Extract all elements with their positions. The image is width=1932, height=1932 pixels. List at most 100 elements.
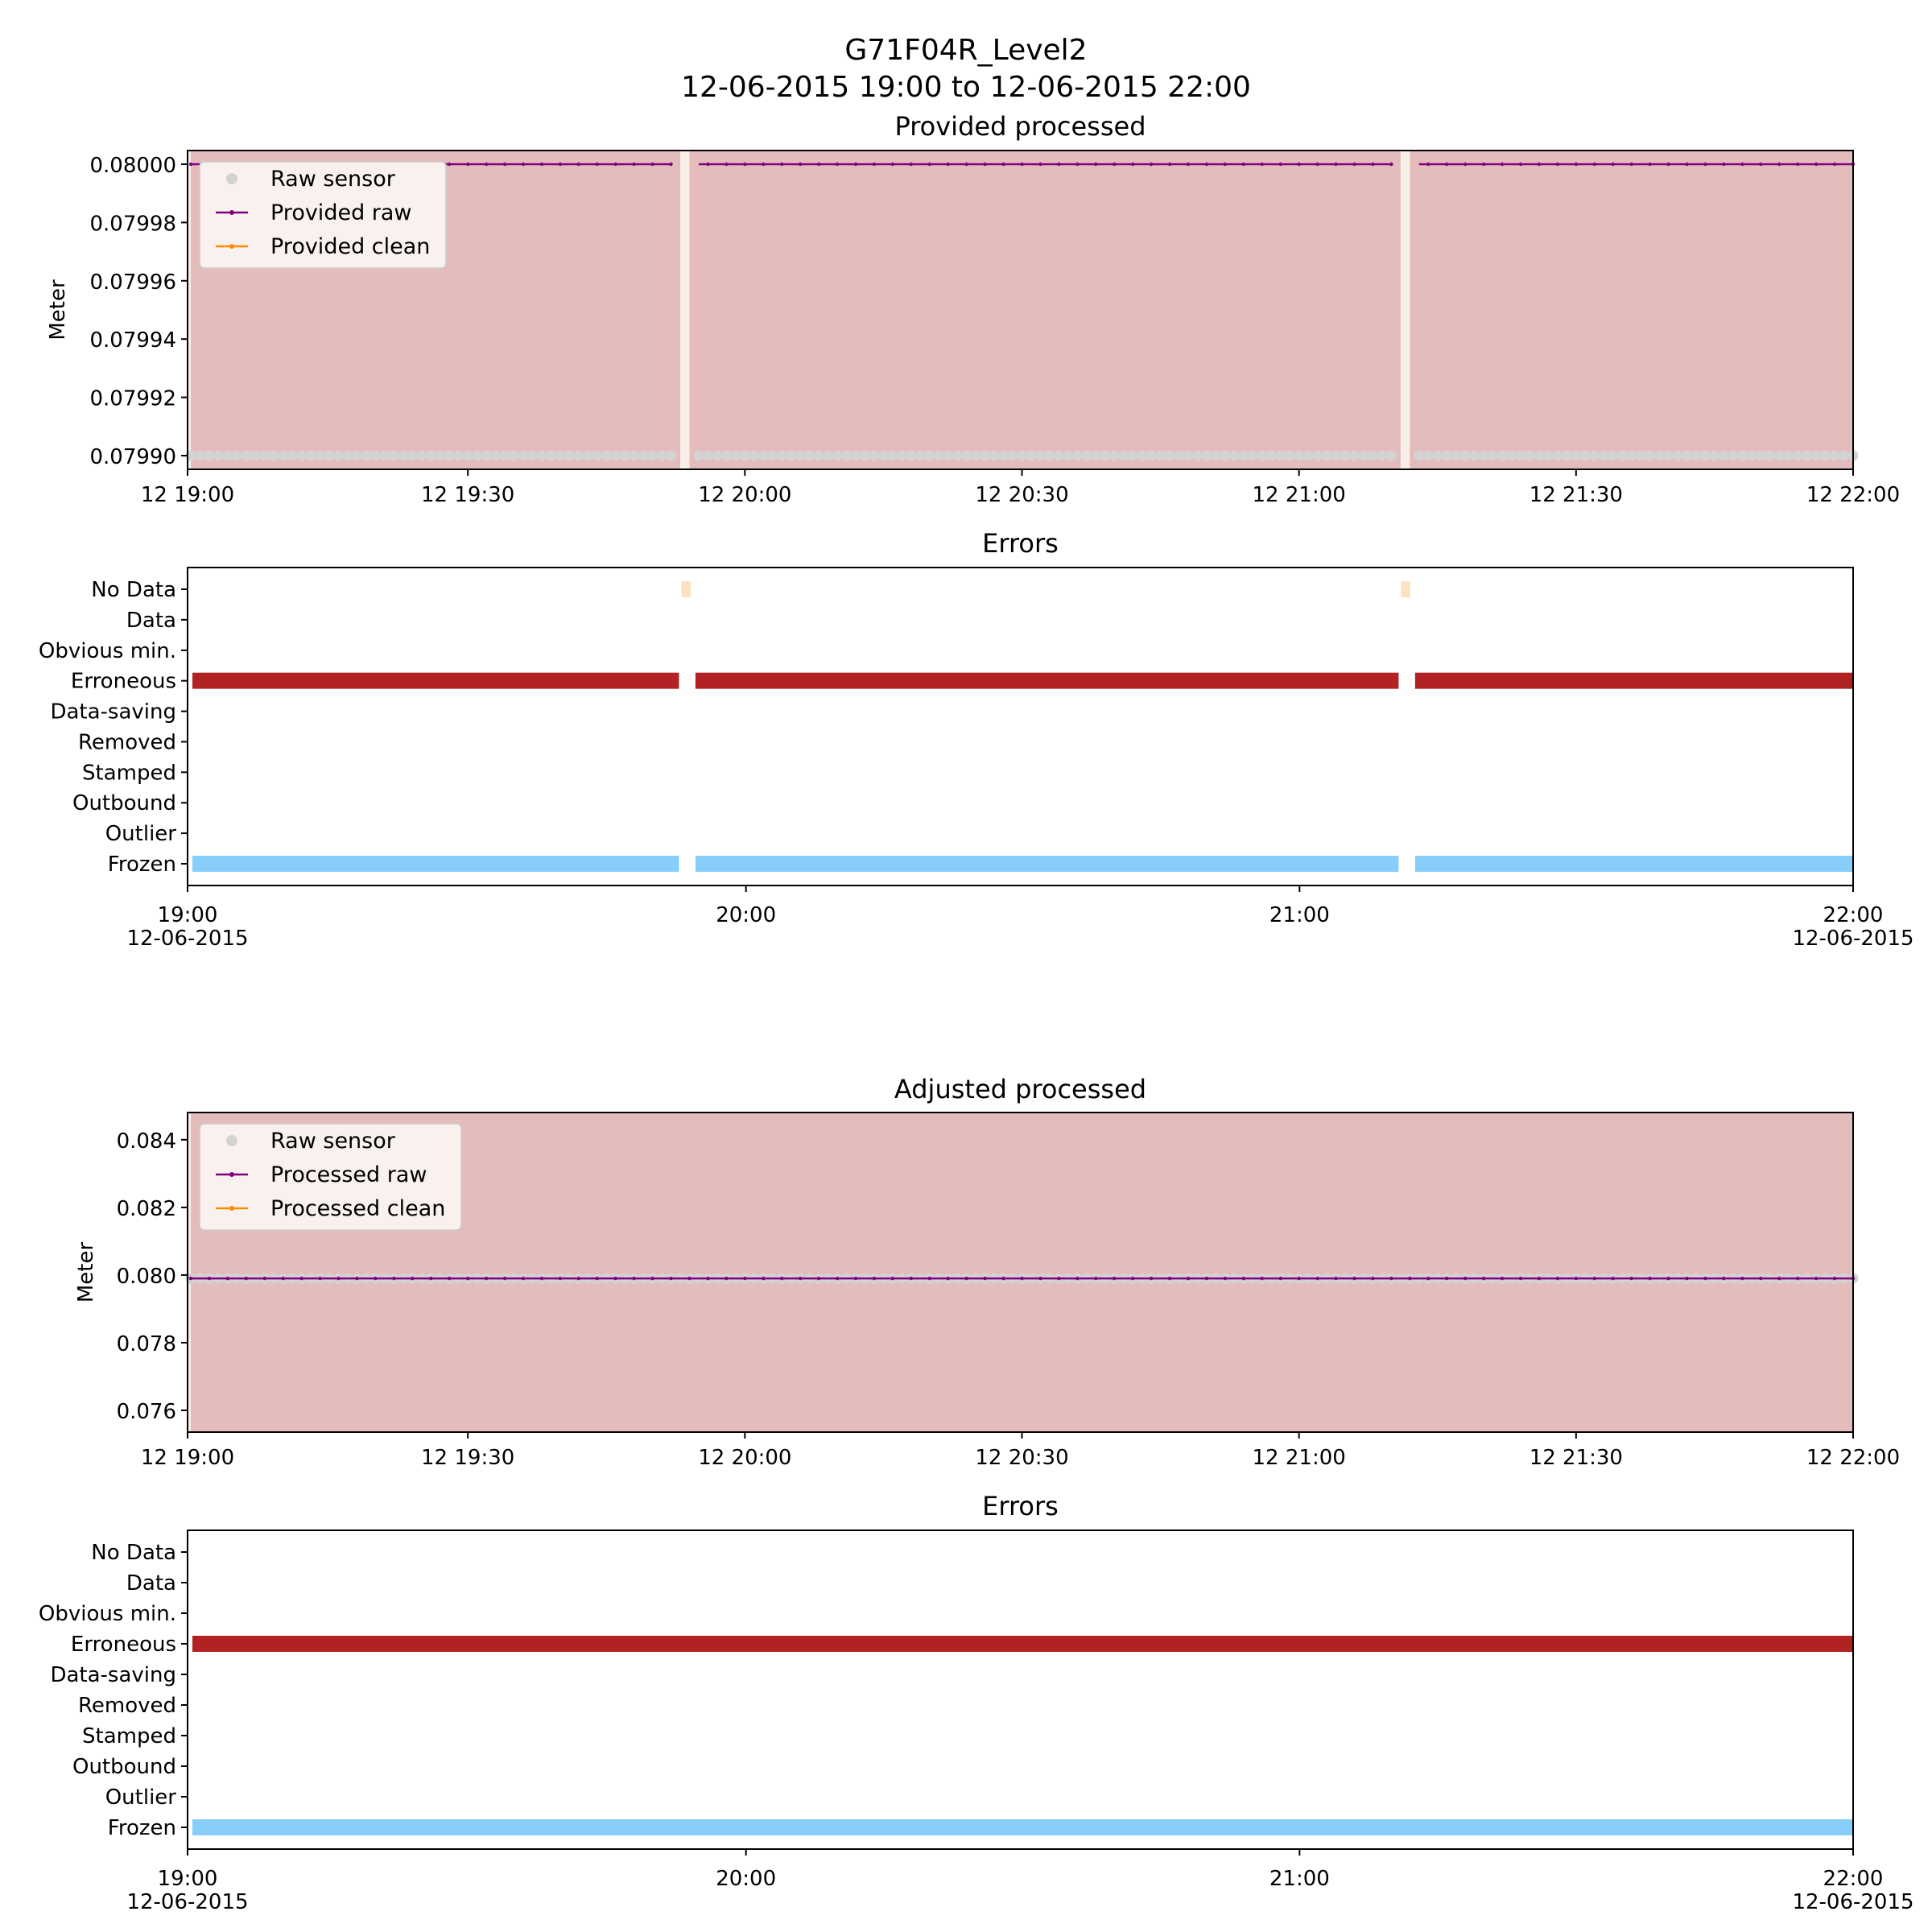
provided-raw-sensor-point [1108,450,1120,461]
provided-raw-sensor-point [906,450,917,461]
adjusted-xtick-label: 12 20:30 [975,1446,1068,1470]
provided-raw-sensor-point [1127,450,1138,461]
provided-raw-line-marker [1371,162,1375,167]
provided-raw-sensor-point [1672,450,1683,461]
provided-raw-sensor-point [720,450,732,461]
provided-raw-sensor-point [1312,450,1323,461]
provided-errors-category-label: Obvious min. [39,639,176,663]
adjusted-raw-line-marker [1278,1276,1282,1281]
provided-raw-sensor-point [998,450,1009,461]
provided-raw-sensor-point [952,450,963,461]
provided-raw-sensor-point [767,450,778,461]
provided-raw-sensor-point [730,450,741,461]
adjusted-raw-line-marker [1057,1276,1061,1281]
provided-raw-sensor-point [1542,450,1554,461]
provided-raw-line-marker [1426,162,1430,167]
provided-raw-sensor-point [850,450,861,461]
adjusted-raw-line-marker [1666,1276,1670,1281]
adjusted-errors-category-label: Frozen [108,1816,176,1840]
provided-errors-category-label: Data-saving [50,700,176,724]
adjusted-raw-line-marker [576,1276,581,1281]
provided-raw-sensor-point [1228,450,1240,461]
adjusted-errors-category-label: Stamped [82,1724,176,1748]
provided-raw-line-marker [724,162,729,167]
adjusted-errors-chart: Errors No Data Data Obvious min. Erroneous Da… [39,1491,1914,1914]
adjusted-legend-marker-0 [226,1135,237,1146]
provided-raw-sensor-point [369,450,381,461]
provided-raw-sensor-point [804,450,815,461]
adjusted-errors-category-label: Outbound [72,1755,176,1779]
provided-raw-sensor-point [1635,450,1646,461]
provided-raw-line-marker [1740,162,1744,167]
adjusted-raw-line-marker [188,1276,193,1281]
provided-raw-line-marker [743,162,747,167]
adjusted-raw-line-marker [1740,1276,1744,1281]
provided-raw-line-marker [595,162,599,167]
adjusted-raw-line-marker [1426,1276,1430,1281]
provided-raw-sensor-point [1044,450,1055,461]
adjusted-raw-line-marker [1315,1276,1319,1281]
provided-xtick-label: 12 19:00 [141,483,234,507]
provided-raw-sensor-point [250,450,261,461]
provided-raw-sensor-point [1146,450,1157,461]
provided-raw-sensor-point [518,450,529,461]
provided-raw-sensor-point [702,450,713,461]
provided-raw-line-marker [465,162,470,167]
provided-raw-line-marker [1094,162,1098,167]
provided-raw-sensor-point [564,450,575,461]
provided-legend: Raw sensor Provided raw Provided clean [199,161,447,269]
provided-raw-sensor-point [1275,450,1286,461]
provided-raw-sensor-point [610,450,621,461]
provided-raw-sensor-point [712,450,723,461]
provided-raw-sensor-point [1191,450,1203,461]
adjusted-raw-line-marker [927,1276,931,1281]
provided-raw-line-marker [946,162,950,167]
adjusted-raw-line-marker [1260,1276,1264,1281]
adjusted-legend-box [199,1123,462,1231]
adjusted-errors-frame [187,1530,1854,1850]
provided-raw-sensor-point [823,450,834,461]
adjusted-errors-xtick-date: 12-06-2015 [126,1890,248,1914]
adjusted-raw-line-marker [281,1276,285,1281]
provided-errors-category-label: Removed [78,730,176,754]
provided-raw-line-marker [448,162,452,167]
provided-ytick-label: 0.07992 [89,387,176,411]
provided-raw-line-marker [1204,162,1209,167]
provided-raw-sensor-point [869,450,880,461]
provided-raw-line-marker [188,162,193,167]
provided-raw-line-marker [798,162,803,167]
provided-ytick-label: 0.07994 [89,328,176,353]
adjusted-raw-line-marker [429,1276,433,1281]
adjusted-errors-erroneous-span [192,1636,1853,1652]
provided-errors-no-data-span [681,581,691,597]
adjusted-xtick-label: 12 19:00 [141,1446,234,1470]
adjusted-legend-label-1: Processed raw [270,1162,427,1187]
provided-raw-sensor-point [1496,450,1508,461]
adjusted-raw-line-marker [1149,1276,1154,1281]
provided-raw-sensor-point [462,450,473,461]
provided-raw-sensor-point [786,450,797,461]
adjusted-raw-line-marker [392,1276,396,1281]
provided-raw-line-marker [1260,162,1264,167]
provided-raw-sensor-point [490,450,502,461]
provided-errors-erroneous-span [695,672,1399,689]
provided-raw-line-marker [1315,162,1319,167]
provided-raw-line-marker [521,162,526,167]
provided-raw-sensor-point [287,450,298,461]
provided-raw-sensor-point [1755,450,1766,461]
provided-raw-line-marker [1334,162,1338,167]
provided-raw-line-marker [1075,162,1080,167]
provided-raw-sensor-point [342,450,353,461]
adjusted-raw-line-marker [1389,1276,1393,1281]
adjusted-raw-line-marker [816,1276,821,1281]
adjusted-raw-line-marker [1371,1276,1375,1281]
provided-raw-sensor-point [1090,450,1101,461]
adjusted-raw-line-marker [1020,1276,1024,1281]
provided-raw-sensor-point [582,450,593,461]
adjusted-raw-line-marker [706,1276,710,1281]
provided-raw-sensor-point [194,450,205,461]
adjusted-raw-line-marker [355,1276,359,1281]
adjusted-raw-line-marker [1186,1276,1191,1281]
provided-legend-marker-2 [229,244,234,249]
provided-raw-sensor-point [989,450,1000,461]
